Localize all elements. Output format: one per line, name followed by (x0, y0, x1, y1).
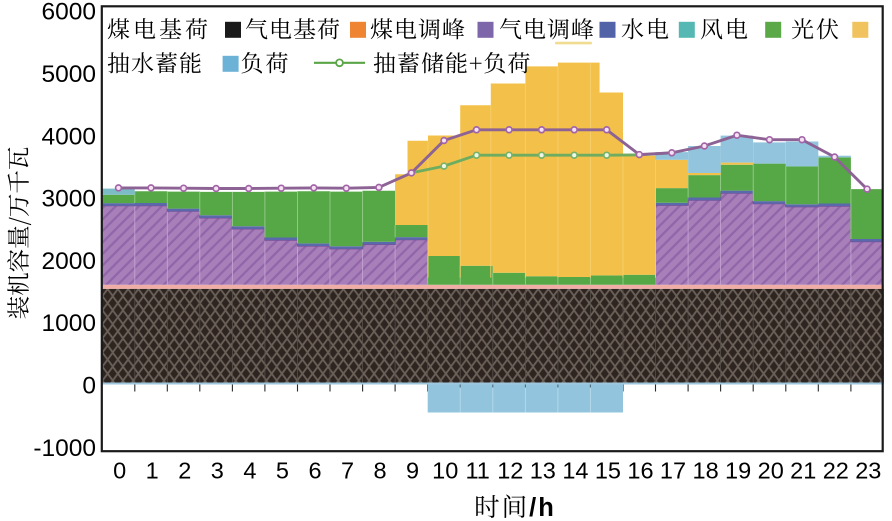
svg-text:4: 4 (243, 458, 256, 484)
svg-text:煤电调峰: 煤电调峰 (370, 11, 466, 44)
svg-text:9: 9 (406, 458, 419, 484)
svg-text:2000: 2000 (41, 248, 96, 275)
svg-text:10: 10 (432, 458, 458, 484)
svg-text:11: 11 (465, 458, 489, 484)
svg-text:16: 16 (627, 458, 653, 484)
svg-text:-1000: -1000 (33, 435, 96, 462)
svg-text:1: 1 (146, 458, 159, 484)
svg-text:3: 3 (211, 458, 224, 484)
svg-text:20: 20 (758, 458, 784, 484)
svg-text:14: 14 (562, 458, 588, 484)
svg-text:15: 15 (595, 458, 621, 484)
svg-text:3000: 3000 (41, 186, 96, 213)
svg-text:水电: 水电 (621, 11, 671, 44)
svg-text:5000: 5000 (41, 61, 96, 88)
svg-text:1000: 1000 (41, 310, 96, 337)
svg-text:18: 18 (693, 458, 719, 484)
svg-text:气电调峰: 气电调峰 (499, 11, 595, 44)
svg-text:气电基荷: 气电基荷 (245, 11, 341, 44)
svg-text:0: 0 (113, 458, 126, 484)
svg-text:17: 17 (660, 458, 686, 484)
svg-text:抽蓄储能+负荷: 抽蓄储能+负荷 (373, 45, 531, 78)
svg-text:22: 22 (823, 458, 849, 484)
svg-text:21: 21 (790, 458, 816, 484)
svg-text:负荷: 负荷 (241, 45, 291, 78)
svg-text:2: 2 (178, 458, 191, 484)
svg-text:13: 13 (530, 458, 556, 484)
svg-text:5: 5 (276, 458, 289, 484)
svg-text:煤电基荷: 煤电基荷 (107, 11, 211, 44)
svg-text:7: 7 (341, 458, 354, 484)
svg-text:时间/h: 时间/h (474, 488, 556, 521)
svg-text:23: 23 (855, 458, 881, 484)
svg-text:6000: 6000 (41, 0, 96, 26)
svg-text:4000: 4000 (41, 123, 96, 150)
svg-text:抽水蓄能: 抽水蓄能 (107, 45, 203, 78)
svg-text:19: 19 (725, 458, 751, 484)
svg-text:0: 0 (82, 373, 96, 400)
svg-text:12: 12 (497, 458, 523, 484)
svg-text:光伏: 光伏 (791, 11, 841, 44)
svg-text:8: 8 (374, 458, 387, 484)
svg-text:装机容量/万千瓦: 装机容量/万千瓦 (0, 147, 34, 320)
svg-text:6: 6 (308, 458, 321, 484)
svg-text:风电: 风电 (700, 11, 750, 44)
